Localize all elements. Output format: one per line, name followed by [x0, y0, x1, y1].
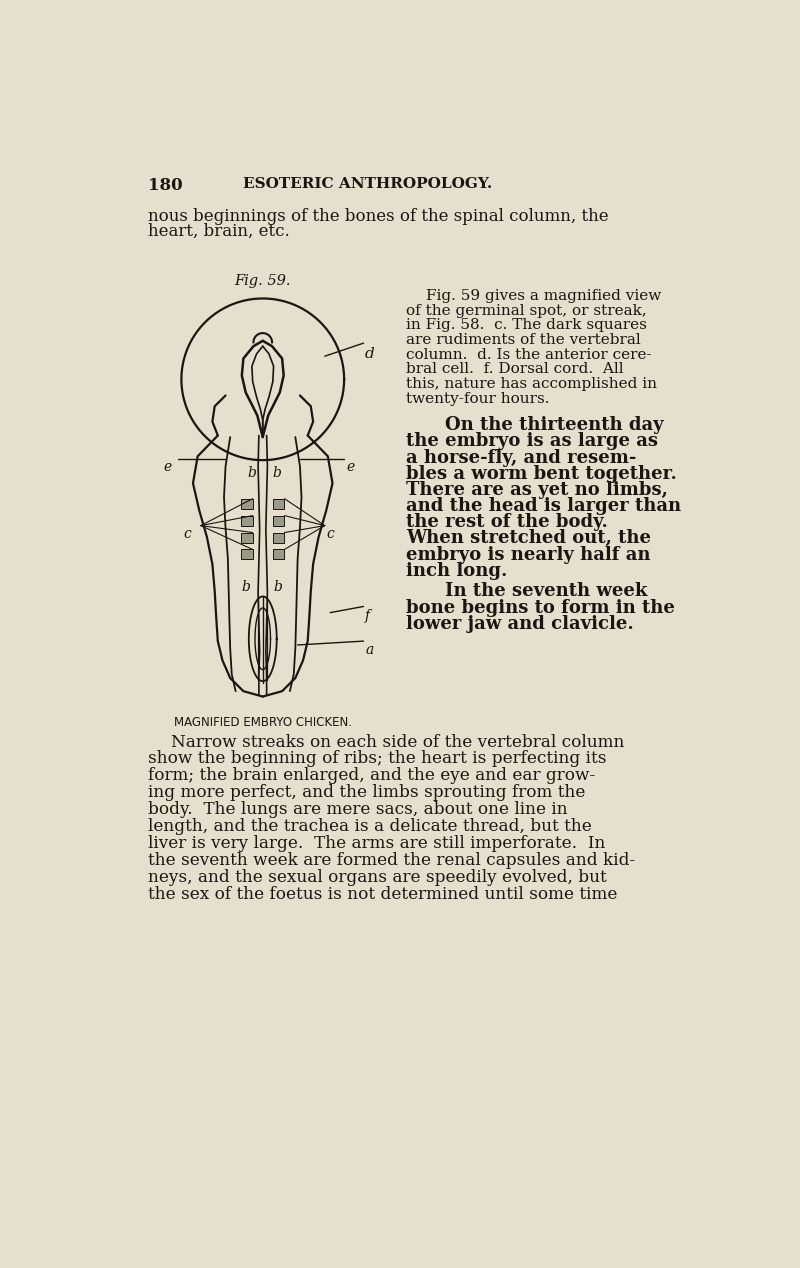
Text: column.  d. Is the anterior cere-: column. d. Is the anterior cere- [406, 347, 652, 361]
Text: form; the brain enlarged, and the eye and ear grow-: form; the brain enlarged, and the eye an… [148, 767, 595, 785]
Text: length, and the trachea is a delicate thread, but the: length, and the trachea is a delicate th… [148, 818, 592, 836]
Text: heart, brain, etc.: heart, brain, etc. [148, 223, 290, 240]
Text: e: e [163, 460, 171, 474]
Text: There are as yet no limbs,: There are as yet no limbs, [406, 481, 668, 498]
Bar [273, 498, 285, 508]
Text: the embryo is as large as: the embryo is as large as [406, 432, 658, 450]
Bar [273, 533, 285, 543]
Text: b: b [274, 579, 282, 593]
Text: are rudiments of the vertebral: are rudiments of the vertebral [406, 333, 641, 347]
Text: Narrow streaks on each side of the vertebral column: Narrow streaks on each side of the verte… [171, 733, 625, 751]
Text: body.  The lungs are mere sacs, about one line in: body. The lungs are mere sacs, about one… [148, 801, 568, 818]
Text: ing more perfect, and the limbs sprouting from the: ing more perfect, and the limbs sproutin… [148, 785, 586, 801]
Text: the seventh week are formed the renal capsules and kid-: the seventh week are formed the renal ca… [148, 852, 635, 869]
Text: the rest of the body.: the rest of the body. [406, 514, 608, 531]
Text: f: f [365, 609, 370, 623]
Bar [241, 516, 253, 526]
Text: e: e [346, 460, 354, 474]
Text: bral cell.  f. Dorsal cord.  All: bral cell. f. Dorsal cord. All [406, 363, 624, 377]
Text: inch long.: inch long. [406, 562, 507, 579]
Text: c: c [184, 527, 191, 541]
Text: this, nature has accomplished in: this, nature has accomplished in [406, 377, 657, 391]
Text: b: b [247, 465, 256, 479]
Text: a: a [365, 643, 374, 657]
Text: 180: 180 [148, 176, 182, 194]
Text: liver is very large.  The arms are still imperforate.  In: liver is very large. The arms are still … [148, 836, 606, 852]
Text: and the head is larger than: and the head is larger than [406, 497, 682, 515]
Text: a horse-fly, and resem-: a horse-fly, and resem- [406, 449, 637, 467]
Text: lower jaw and clavicle.: lower jaw and clavicle. [406, 615, 634, 633]
Bar [241, 498, 253, 508]
Text: twenty-four hours.: twenty-four hours. [406, 392, 550, 406]
Text: neys, and the sexual organs are speedily evolved, but: neys, and the sexual organs are speedily… [148, 869, 606, 886]
Text: In the seventh week: In the seventh week [445, 582, 647, 600]
Text: c: c [326, 527, 334, 541]
Text: show the beginning of ribs; the heart is perfecting its: show the beginning of ribs; the heart is… [148, 751, 606, 767]
Text: in Fig. 58.  c. The dark squares: in Fig. 58. c. The dark squares [406, 318, 647, 332]
Text: When stretched out, the: When stretched out, the [406, 530, 651, 548]
Text: d: d [365, 347, 374, 361]
Text: of the germinal spot, or streak,: of the germinal spot, or streak, [406, 304, 647, 318]
Text: b: b [241, 579, 250, 593]
Bar [273, 549, 285, 559]
Text: b: b [272, 465, 281, 479]
Text: ESOTERIC ANTHROPOLOGY.: ESOTERIC ANTHROPOLOGY. [243, 176, 493, 190]
Bar [241, 533, 253, 543]
Text: Fig. 59.: Fig. 59. [234, 274, 291, 288]
Text: the sex of the foetus is not determined until some time: the sex of the foetus is not determined … [148, 886, 618, 903]
Bar [273, 516, 285, 526]
Text: MAGNIFIED EMBRYO CHICKEN.: MAGNIFIED EMBRYO CHICKEN. [174, 716, 352, 729]
Text: bles a worm bent together.: bles a worm bent together. [406, 465, 677, 483]
Bar [241, 549, 253, 559]
Text: bone begins to form in the: bone begins to form in the [406, 598, 675, 616]
Text: Fig. 59 gives a magnified view: Fig. 59 gives a magnified view [426, 289, 661, 303]
Text: On the thirteenth day: On the thirteenth day [445, 416, 663, 434]
Text: embryo is nearly half an: embryo is nearly half an [406, 545, 650, 564]
Text: nous beginnings of the bones of the spinal column, the: nous beginnings of the bones of the spin… [148, 208, 609, 224]
